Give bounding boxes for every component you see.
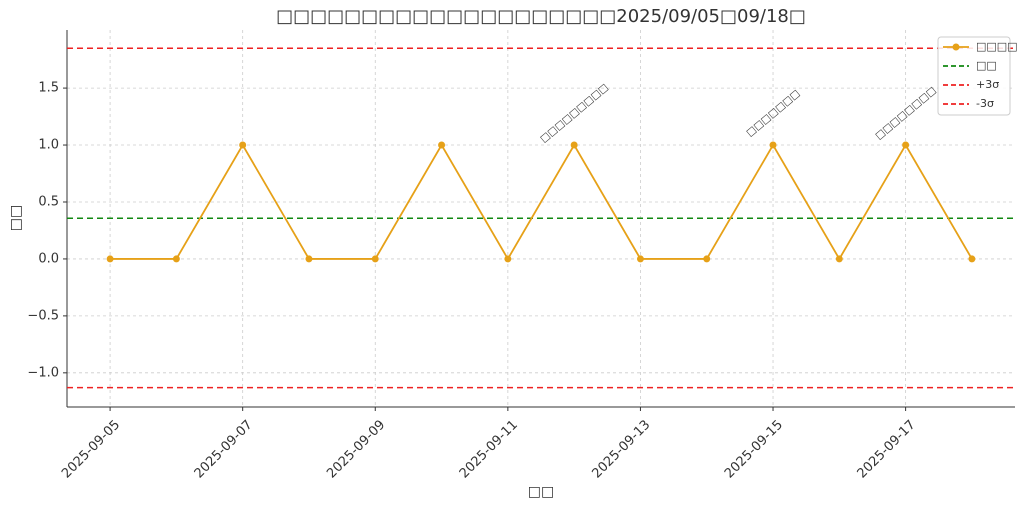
x-tick-label: 2025-09-15 xyxy=(722,417,786,481)
data-point xyxy=(504,255,512,263)
data-point xyxy=(703,255,711,263)
data-point xyxy=(570,141,578,149)
y-tick-label: −0.5 xyxy=(27,308,59,323)
data-point xyxy=(968,255,976,263)
legend-label: □□□□ xyxy=(976,40,1018,53)
y-tick-label: −1.0 xyxy=(27,365,59,380)
y-tick-label: 0.0 xyxy=(38,251,59,266)
y-axis-label: □□ xyxy=(8,205,24,231)
legend-label: □□ xyxy=(976,59,997,72)
x-tick-label: 2025-09-05 xyxy=(59,417,123,481)
legend-marker xyxy=(952,43,960,51)
data-point xyxy=(371,255,379,263)
y-tick-label: 1.0 xyxy=(38,138,59,153)
x-tick-label: 2025-09-13 xyxy=(589,417,653,481)
data-point xyxy=(438,141,446,149)
data-point xyxy=(636,255,644,263)
x-axis-label: □□ xyxy=(528,484,554,500)
chart-title: □□□□□□□□□□□□□□□□□□□□2025/09/05□09/18□ xyxy=(276,6,806,27)
series-line xyxy=(110,143,973,261)
data-point xyxy=(835,255,843,263)
x-tick-label: 2025-09-09 xyxy=(324,417,388,481)
y-tick-label: 0.5 xyxy=(38,194,59,209)
x-tick-label: 2025-09-11 xyxy=(457,417,521,481)
x-tick-label: 2025-09-07 xyxy=(192,417,256,481)
legend-label: -3σ xyxy=(976,97,994,110)
data-point xyxy=(172,255,180,263)
legend-box xyxy=(937,36,1011,116)
legend-label: +3σ xyxy=(976,78,999,91)
data-point xyxy=(769,141,777,149)
x-tick-label: 2025-09-17 xyxy=(855,417,919,481)
data-point xyxy=(902,141,910,149)
data-point xyxy=(305,255,313,263)
y-tick-label: 1.5 xyxy=(38,81,59,96)
legend: □□□□□□+3σ-3σ xyxy=(937,36,1018,116)
data-point xyxy=(106,255,114,263)
annotation: □□□□□□□ xyxy=(744,88,802,139)
annotation: □□□□□□□□□ xyxy=(538,82,610,145)
data-point xyxy=(239,141,247,149)
